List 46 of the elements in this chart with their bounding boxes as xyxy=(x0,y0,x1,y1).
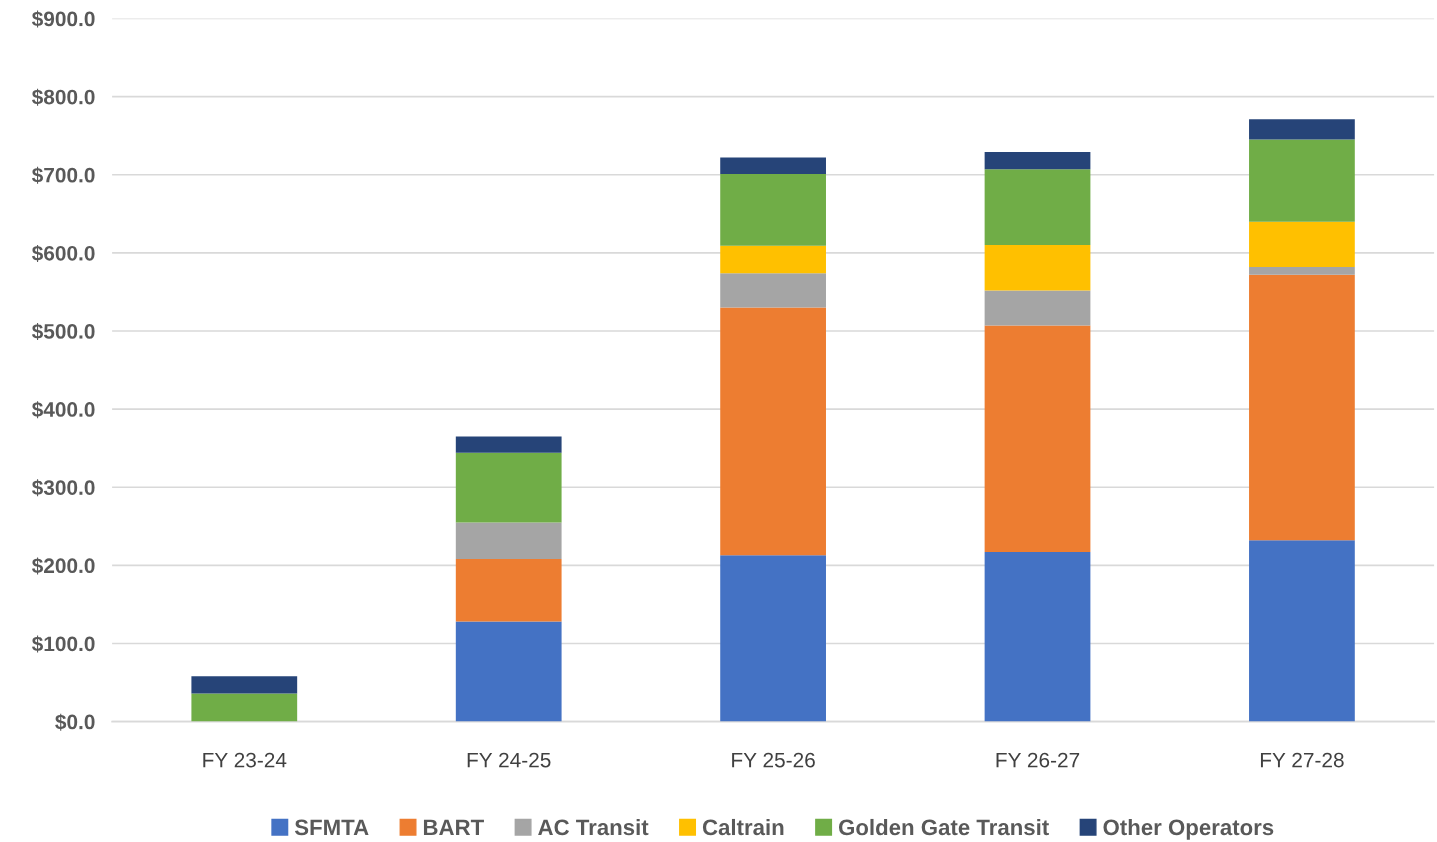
bar xyxy=(455,621,562,722)
bar xyxy=(455,559,562,622)
legend-label: SFMTA xyxy=(294,819,369,836)
bar xyxy=(720,555,826,722)
bar xyxy=(984,290,1091,326)
y-tick-label: $100.0 xyxy=(31,635,95,653)
bar xyxy=(984,245,1091,291)
bar xyxy=(1249,266,1355,275)
y-tick-label: $900.0 xyxy=(31,10,95,28)
y-tick-label: $600.0 xyxy=(31,244,95,262)
y-tick-label: $0.0 xyxy=(55,713,95,731)
y-tick-label: $300.0 xyxy=(31,479,95,497)
bar xyxy=(984,169,1091,246)
bar xyxy=(720,173,826,246)
bar xyxy=(720,273,826,308)
y-tick-label: $700.0 xyxy=(31,166,95,184)
legend-label: BART xyxy=(423,819,484,836)
x-tick-label: FY 25-26 xyxy=(732,752,815,768)
bar xyxy=(1249,221,1355,267)
x-tick-label: FY 26-27 xyxy=(996,752,1080,768)
bar xyxy=(455,452,562,523)
bar xyxy=(720,245,826,274)
legend-label: Caltrain xyxy=(702,818,784,836)
bar xyxy=(1249,119,1355,140)
bar xyxy=(191,693,298,722)
bar xyxy=(455,522,562,560)
y-tick-label: $400.0 xyxy=(31,401,95,419)
y-tick-label: $200.0 xyxy=(31,557,95,575)
x-tick-label: FY 27-28 xyxy=(1260,752,1344,768)
legend-label: Other Operators xyxy=(1103,818,1274,840)
bar xyxy=(984,152,1091,170)
bar xyxy=(1249,139,1355,222)
x-tick-label: FY 24-25 xyxy=(467,752,551,768)
x-tick-label: FY 23-24 xyxy=(203,752,287,768)
legend-label: AC Transit xyxy=(538,818,649,836)
legend-label: Golden Gate Transit xyxy=(838,818,1049,836)
y-tick-label: $800.0 xyxy=(31,88,95,106)
bar xyxy=(720,307,826,556)
bar xyxy=(455,436,562,453)
bar xyxy=(984,325,1091,553)
bar xyxy=(720,157,826,174)
y-tick-label: $500.0 xyxy=(31,323,95,341)
bar xyxy=(1249,274,1355,541)
bar xyxy=(1249,540,1355,722)
bar xyxy=(984,552,1091,722)
bar xyxy=(191,676,298,694)
